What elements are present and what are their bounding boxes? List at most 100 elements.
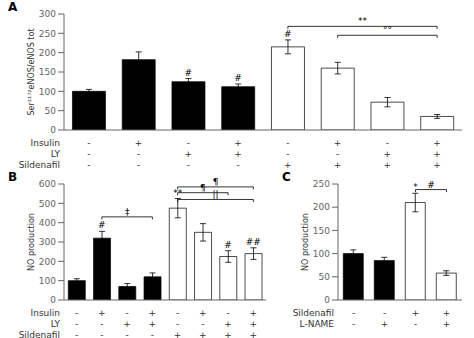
svg-text:+: + bbox=[224, 319, 232, 329]
svg-text:400: 400 bbox=[39, 218, 56, 228]
svg-text:-: - bbox=[87, 160, 90, 168]
svg-text:#: # bbox=[185, 68, 193, 78]
svg-text:-: - bbox=[137, 160, 140, 168]
svg-text:Insulin: Insulin bbox=[31, 138, 60, 148]
svg-text:100: 100 bbox=[313, 249, 330, 259]
svg-text:-: - bbox=[100, 330, 103, 338]
svg-text:#: # bbox=[284, 29, 292, 39]
svg-text:+: + bbox=[381, 319, 389, 329]
svg-text:+: + bbox=[284, 160, 292, 168]
svg-text:-: - bbox=[237, 160, 240, 168]
svg-text:0: 0 bbox=[50, 125, 56, 135]
svg-text:##: ## bbox=[246, 237, 261, 247]
svg-text:-: - bbox=[87, 149, 90, 159]
svg-text:150: 150 bbox=[39, 67, 56, 77]
svg-text:-: - bbox=[176, 319, 179, 329]
svg-text:+: + bbox=[443, 319, 451, 329]
svg-text:#: # bbox=[427, 180, 435, 190]
svg-text:0: 0 bbox=[324, 295, 330, 305]
svg-text:Sildenafil: Sildenafil bbox=[293, 308, 334, 318]
svg-text:+: + bbox=[199, 308, 207, 318]
svg-text:+: + bbox=[149, 319, 157, 329]
svg-text:LY: LY bbox=[51, 319, 61, 329]
svg-text:+: + bbox=[384, 149, 392, 159]
svg-text:+: + bbox=[250, 308, 258, 318]
svg-text:500: 500 bbox=[39, 199, 56, 209]
svg-text:-: - bbox=[201, 319, 204, 329]
svg-text:Insulin: Insulin bbox=[31, 308, 60, 318]
svg-text:L-NAME: L-NAME bbox=[300, 319, 335, 329]
svg-text:-: - bbox=[100, 319, 103, 329]
svg-text:-: - bbox=[75, 319, 78, 329]
svg-text:+: + bbox=[149, 308, 157, 318]
svg-text:Sildenafil: Sildenafil bbox=[19, 160, 60, 168]
svg-text:-: - bbox=[352, 319, 355, 329]
svg-text:**: ** bbox=[173, 188, 183, 198]
svg-text:100: 100 bbox=[39, 87, 56, 97]
svg-text:+: + bbox=[384, 160, 392, 168]
svg-text:‡: ‡ bbox=[125, 207, 130, 217]
svg-text:+: + bbox=[433, 138, 441, 148]
svg-text:+: + bbox=[334, 160, 342, 168]
svg-text:+: + bbox=[199, 330, 207, 338]
svg-text:+: + bbox=[98, 308, 106, 318]
svg-text:*: * bbox=[413, 182, 418, 192]
svg-text:+: + bbox=[433, 149, 441, 159]
svg-text:-: - bbox=[187, 160, 190, 168]
svg-text:#: # bbox=[234, 73, 242, 83]
svg-text:-: - bbox=[383, 308, 386, 318]
svg-text:-: - bbox=[75, 330, 78, 338]
svg-text:+: + bbox=[250, 319, 258, 329]
svg-text:-: - bbox=[386, 138, 389, 148]
svg-text:-: - bbox=[187, 138, 190, 148]
svg-text:+: + bbox=[123, 319, 131, 329]
svg-text:+: + bbox=[250, 330, 258, 338]
svg-text:+: + bbox=[174, 330, 182, 338]
svg-text:-: - bbox=[137, 149, 140, 159]
svg-text:+: + bbox=[412, 308, 420, 318]
svg-text:**: ** bbox=[358, 16, 368, 26]
svg-text:150: 150 bbox=[313, 226, 330, 236]
svg-text:-: - bbox=[286, 149, 289, 159]
svg-text:+: + bbox=[234, 138, 242, 148]
svg-text:||: || bbox=[212, 189, 218, 199]
svg-text:-: - bbox=[227, 308, 230, 318]
svg-text:600: 600 bbox=[39, 179, 56, 189]
svg-text:NO production: NO production bbox=[27, 213, 36, 271]
svg-text:¶: ¶ bbox=[213, 177, 219, 187]
svg-text:-: - bbox=[336, 149, 339, 159]
svg-text:50: 50 bbox=[45, 106, 57, 116]
svg-text:+: + bbox=[135, 138, 143, 148]
svg-text:-: - bbox=[286, 138, 289, 148]
svg-text:NO production: NO production bbox=[301, 213, 310, 271]
svg-text:-: - bbox=[352, 308, 355, 318]
svg-text:+: + bbox=[443, 308, 451, 318]
svg-text:200: 200 bbox=[39, 48, 56, 58]
svg-text:-: - bbox=[126, 330, 129, 338]
svg-text:+: + bbox=[433, 160, 441, 168]
svg-text:50: 50 bbox=[319, 272, 331, 282]
svg-text:300: 300 bbox=[39, 9, 56, 19]
svg-text:-: - bbox=[75, 308, 78, 318]
svg-text:250: 250 bbox=[313, 179, 330, 189]
svg-text:Ser¹¹⁷²eNOS/eNOS tot: Ser¹¹⁷²eNOS/eNOS tot bbox=[27, 28, 36, 115]
svg-text:+: + bbox=[234, 149, 242, 159]
svg-text:LY: LY bbox=[51, 149, 61, 159]
svg-text:-: - bbox=[87, 138, 90, 148]
svg-text:¶: ¶ bbox=[200, 183, 206, 193]
svg-text:-: - bbox=[176, 308, 179, 318]
svg-text:+: + bbox=[224, 330, 232, 338]
svg-text:°°: °° bbox=[383, 25, 392, 35]
svg-text:#: # bbox=[224, 240, 232, 250]
svg-text:300: 300 bbox=[39, 237, 56, 247]
svg-text:-: - bbox=[414, 319, 417, 329]
svg-text:#: # bbox=[98, 220, 106, 230]
svg-text:200: 200 bbox=[313, 202, 330, 212]
svg-text:+: + bbox=[334, 138, 342, 148]
svg-text:250: 250 bbox=[39, 29, 56, 39]
svg-text:+: + bbox=[185, 149, 193, 159]
svg-text:200: 200 bbox=[39, 257, 56, 267]
svg-text:-: - bbox=[126, 308, 129, 318]
svg-text:0: 0 bbox=[50, 295, 56, 305]
svg-text:100: 100 bbox=[39, 276, 56, 286]
